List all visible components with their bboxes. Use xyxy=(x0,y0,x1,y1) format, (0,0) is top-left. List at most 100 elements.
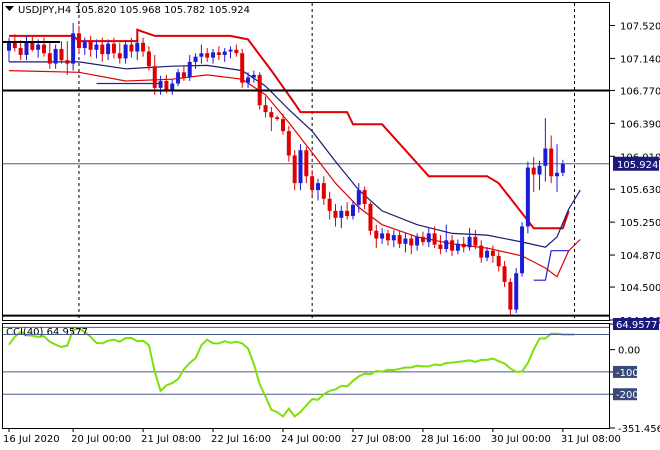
candle-body[interactable] xyxy=(385,233,390,241)
candle-body[interactable] xyxy=(345,210,350,217)
candle-body[interactable] xyxy=(310,176,315,191)
candle-body[interactable] xyxy=(141,42,146,52)
candle-body[interactable] xyxy=(36,44,41,50)
candle-body[interactable] xyxy=(438,244,443,249)
candle-body[interactable] xyxy=(94,44,99,50)
candle-body[interactable] xyxy=(327,198,332,211)
candle-body[interactable] xyxy=(263,105,268,113)
candle-body[interactable] xyxy=(356,190,361,205)
candle-body[interactable] xyxy=(275,117,280,120)
candle-body[interactable] xyxy=(187,61,192,78)
candle-body[interactable] xyxy=(508,281,513,310)
candle-body[interactable] xyxy=(531,167,536,175)
candle-body[interactable] xyxy=(164,80,169,90)
candle-body[interactable] xyxy=(123,44,128,59)
candle-body[interactable] xyxy=(397,235,402,244)
candle-body[interactable] xyxy=(380,233,385,239)
main-panel[interactable]: 107.520107.140106.770106.390106.010105.6… xyxy=(2,2,660,328)
candle-body[interactable] xyxy=(228,49,233,52)
candle-body[interactable] xyxy=(496,255,501,267)
candle-body[interactable] xyxy=(158,80,163,88)
candle-body[interactable] xyxy=(88,41,93,50)
candle-body[interactable] xyxy=(444,240,449,249)
candle-body[interactable] xyxy=(374,230,379,239)
horizontal-levels[interactable] xyxy=(3,40,609,317)
candle-body[interactable] xyxy=(479,245,484,258)
candle-body[interactable] xyxy=(368,203,373,231)
candle-body[interactable] xyxy=(111,43,116,54)
candle-body[interactable] xyxy=(65,60,70,64)
candle-body[interactable] xyxy=(560,164,565,173)
candle-body[interactable] xyxy=(298,150,303,184)
candle-body[interactable] xyxy=(170,83,175,90)
candle-body[interactable] xyxy=(246,77,251,83)
candle-body[interactable] xyxy=(362,190,367,204)
candle-body[interactable] xyxy=(467,236,472,248)
candle-body[interactable] xyxy=(286,131,291,156)
candle-body[interactable] xyxy=(106,43,111,55)
candle-body[interactable] xyxy=(129,44,134,52)
candle-body[interactable] xyxy=(333,210,338,218)
candle-body[interactable] xyxy=(240,53,245,83)
time-axis: 16 Jul 2020 20 Jul 00:00 21 Jul 08:00 22 Ju… xyxy=(3,428,621,445)
candle-body[interactable] xyxy=(473,236,478,246)
cci-panel[interactable]: 114.96270.00-100-200-351.4568 CCI(40) 64… xyxy=(2,318,660,435)
candle-body[interactable] xyxy=(18,48,23,55)
candle-body[interactable] xyxy=(537,165,542,175)
candle-body[interactable] xyxy=(47,53,52,64)
candle-body[interactable] xyxy=(281,119,286,132)
candle-body[interactable] xyxy=(146,51,151,67)
candle-body[interactable] xyxy=(269,112,274,118)
candle-body[interactable] xyxy=(135,42,140,52)
candle-body[interactable] xyxy=(455,243,460,251)
candle-body[interactable] xyxy=(205,53,210,58)
candle-body[interactable] xyxy=(450,240,455,251)
candle-body[interactable] xyxy=(502,266,507,282)
candle-body[interactable] xyxy=(485,250,490,258)
time-tick-label: 30 Jul 00:00 xyxy=(491,434,551,445)
candle-body[interactable] xyxy=(53,48,58,64)
candle-body[interactable] xyxy=(211,52,216,58)
candle-body[interactable] xyxy=(461,243,466,248)
candle-body[interactable] xyxy=(193,56,198,62)
candle-body[interactable] xyxy=(7,41,11,51)
candle-body[interactable] xyxy=(403,238,408,244)
candle-body[interactable] xyxy=(426,233,431,243)
candle-body[interactable] xyxy=(391,235,396,241)
candle-body[interactable] xyxy=(216,52,221,55)
candle-body[interactable] xyxy=(71,33,76,64)
candle-body[interactable] xyxy=(520,226,525,274)
candle-body[interactable] xyxy=(199,53,204,57)
candle-body[interactable] xyxy=(41,44,46,54)
candle-body[interactable] xyxy=(30,41,35,50)
candle-body[interactable] xyxy=(525,167,530,227)
candle-body[interactable] xyxy=(490,250,495,256)
candle-body[interactable] xyxy=(514,273,519,310)
candle-body[interactable] xyxy=(251,74,256,78)
candle-body[interactable] xyxy=(339,210,344,218)
candle-body[interactable] xyxy=(543,148,548,166)
candle-body[interactable] xyxy=(176,72,181,84)
candle-body[interactable] xyxy=(76,33,81,49)
candle-body[interactable] xyxy=(555,172,560,177)
candle-body[interactable] xyxy=(292,155,297,184)
candle-body[interactable] xyxy=(59,48,64,61)
candle-body[interactable] xyxy=(222,51,227,55)
candle-body[interactable] xyxy=(82,41,87,49)
candle-body[interactable] xyxy=(321,183,326,199)
candle-body[interactable] xyxy=(100,44,105,55)
candle-body[interactable] xyxy=(350,204,355,217)
candle-body[interactable] xyxy=(420,236,425,243)
candle-body[interactable] xyxy=(549,148,554,177)
candle-body[interactable] xyxy=(12,41,17,49)
candle-body[interactable] xyxy=(152,66,157,88)
candle-body[interactable] xyxy=(117,53,122,59)
candle-body[interactable] xyxy=(181,72,186,78)
candle-body[interactable] xyxy=(234,49,239,54)
candle-body[interactable] xyxy=(432,233,437,245)
candle-body[interactable] xyxy=(304,150,309,177)
candle-body[interactable] xyxy=(24,41,29,55)
candle-body[interactable] xyxy=(409,238,414,246)
candle-body[interactable] xyxy=(315,183,320,191)
candle-body[interactable] xyxy=(415,236,420,246)
